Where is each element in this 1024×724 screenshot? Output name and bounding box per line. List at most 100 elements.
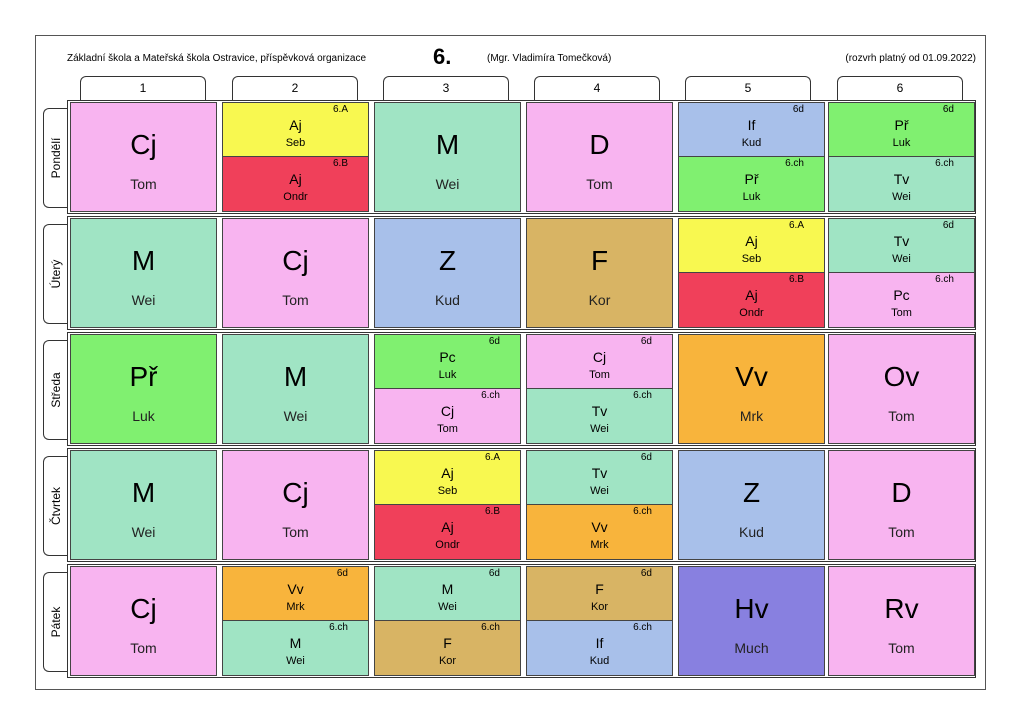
lesson-cell[interactable]: 6d Pc Luk 6.ch Cj Tom [374,334,521,444]
period-header-6: 6 [837,76,963,100]
period-header-4: 4 [534,76,660,100]
lesson-group-half[interactable]: 6.ch F Kor [375,621,520,675]
lesson-cell[interactable]: M Wei [70,218,217,328]
teacher-label: Mrk [590,539,609,551]
lesson-group-half[interactable]: 6.B Aj Ondr [375,505,520,559]
lesson-cell[interactable]: Cj Tom [70,102,217,212]
subject-label: Aj [441,465,454,481]
group-label: 6.ch [633,390,652,401]
teacher-label: Tom [888,640,915,656]
subject-label: M [435,129,460,160]
lesson-group-half[interactable]: 6d Tv Wei [527,451,672,505]
lesson-cell[interactable]: 6.A Aj Seb 6.B Aj Ondr [374,450,521,560]
group-label: 6d [488,336,500,347]
lesson-cell[interactable]: 6d Př Luk 6.ch Tv Wei [828,102,975,212]
day-label-text: Pátek [48,606,63,638]
lesson-cell[interactable]: 6d Tv Wei 6.ch Pc Tom [828,218,975,328]
lesson-cell[interactable]: 6d Cj Tom 6.ch Tv Wei [526,334,673,444]
group-label: 6d [640,452,652,463]
lesson-cell[interactable]: 6d Tv Wei 6.ch Vv Mrk [526,450,673,560]
lesson-group-half[interactable]: 6.ch M Wei [223,621,368,675]
teacher-label: Seb [437,485,458,497]
subject-label: Pc [893,287,910,303]
lesson-group-half[interactable]: 6d Cj Tom [527,335,672,389]
lesson-group-half[interactable]: 6.ch Tv Wei [527,389,672,443]
lesson-group-half[interactable]: 6.B Aj Ondr [679,273,824,327]
lesson-cell[interactable]: 6d F Kor 6.ch If Kud [526,566,673,676]
day-label-2: Úterý [43,224,67,324]
teacher-label: Wei [438,601,457,613]
teacher-label: Wei [892,191,911,203]
lesson-cell[interactable]: 6.A Aj Seb 6.B Aj Ondr [678,218,825,328]
lesson-group-half[interactable]: 6.A Aj Seb [375,451,520,505]
lesson-cell[interactable]: Z Kud [374,218,521,328]
lesson-cell[interactable]: Vv Mrk [678,334,825,444]
subject-label: Rv [884,593,919,624]
lesson-cell[interactable]: Cj Tom [222,218,369,328]
lesson-cell[interactable]: Ov Tom [828,334,975,444]
group-label: 6d [942,104,954,115]
lesson-group-half[interactable]: 6.B Aj Ondr [223,157,368,211]
lesson-cell[interactable]: 6.A Aj Seb 6.B Aj Ondr [222,102,369,212]
lesson-group-half[interactable]: 6.ch If Kud [527,621,672,675]
teacher-label: Tom [586,176,613,192]
lesson-cell[interactable]: Cj Tom [222,450,369,560]
subject-label: Pc [439,349,456,365]
lesson-group-half[interactable]: 6.A Aj Seb [679,219,824,273]
group-label: 6.A [332,104,348,115]
teacher-label: Much [734,640,769,656]
lesson-group-half[interactable]: 6d M Wei [375,567,520,621]
lesson-cell[interactable]: 6d If Kud 6.ch Př Luk [678,102,825,212]
teacher-label: Wei [286,655,305,667]
subject-label: F [443,635,452,651]
valid-from: (rozvrh platný od 01.09.2022) [845,53,976,64]
lesson-group-half[interactable]: 6.ch Cj Tom [375,389,520,443]
lesson-cell[interactable]: Rv Tom [828,566,975,676]
lesson-cell[interactable]: D Tom [526,102,673,212]
lesson-group-half[interactable]: 6d Tv Wei [829,219,974,273]
lesson-group-half[interactable]: 6d Vv Mrk [223,567,368,621]
teacher-label: Kud [435,292,460,308]
lesson-cell[interactable]: Z Kud [678,450,825,560]
lesson-group-half[interactable]: 6d Př Luk [829,103,974,157]
subject-label: F [590,245,609,276]
teacher-label: Mrk [739,408,764,424]
subject-label: Vv [591,519,608,535]
lesson-group-half[interactable]: 6.ch Vv Mrk [527,505,672,559]
teacher-label: Wei [435,176,460,192]
lesson-cell[interactable]: Hv Much [678,566,825,676]
teacher-label: Tom [282,524,309,540]
lesson-group-half[interactable]: 6d If Kud [679,103,824,157]
lesson-group-half[interactable]: 6d Pc Luk [375,335,520,389]
lesson-group-half[interactable]: 6.ch Pc Tom [829,273,974,327]
group-label: 6d [792,104,804,115]
lesson-cell[interactable]: M Wei [222,334,369,444]
lesson-cell[interactable]: M Wei [70,450,217,560]
group-label: 6.ch [633,506,652,517]
teacher-label: Tom [130,176,157,192]
subject-label: Aj [289,171,302,187]
period-header-2: 2 [232,76,358,100]
lesson-cell[interactable]: F Kor [526,218,673,328]
teacher-label: Luk [892,137,911,149]
subject-label: Ov [883,361,920,392]
lesson-group-half[interactable]: 6.ch Př Luk [679,157,824,211]
group-label: 6d [488,568,500,579]
teacher-label: Tom [589,369,610,381]
lesson-group-half[interactable]: 6.ch Tv Wei [829,157,974,211]
lesson-group-half[interactable]: 6.A Aj Seb [223,103,368,157]
subject-label: Aj [745,233,758,249]
lesson-cell[interactable]: 6d Vv Mrk 6.ch M Wei [222,566,369,676]
subject-label: Vv [735,361,768,392]
lesson-cell[interactable]: M Wei [374,102,521,212]
lesson-cell[interactable]: Cj Tom [70,566,217,676]
subject-label: M [131,245,156,276]
teacher-label: Wei [892,253,911,265]
lesson-cell[interactable]: D Tom [828,450,975,560]
group-label: 6.ch [633,622,652,633]
teacher-label: Wei [131,524,156,540]
subject-label: Tv [591,465,608,481]
lesson-cell[interactable]: Př Luk [70,334,217,444]
lesson-group-half[interactable]: 6d F Kor [527,567,672,621]
lesson-cell[interactable]: 6d M Wei 6.ch F Kor [374,566,521,676]
